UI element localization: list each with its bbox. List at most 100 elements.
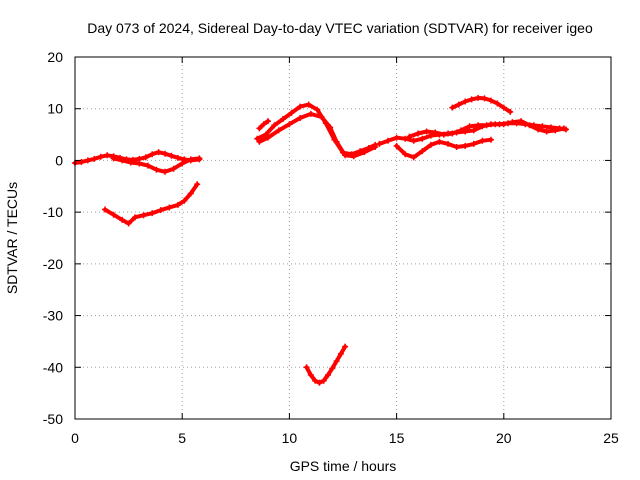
y-tick-label: -10: [43, 204, 63, 220]
series-arc-late-band: [406, 118, 567, 140]
data-point: [104, 152, 111, 159]
data-point: [526, 122, 533, 129]
y-tick-label: 0: [55, 152, 63, 168]
data-point: [271, 122, 278, 129]
data-point: [187, 190, 194, 197]
data-point: [560, 125, 567, 132]
series-line: [304, 344, 348, 385]
data-point: [483, 122, 490, 129]
data-point: [110, 155, 117, 162]
data-point: [466, 123, 473, 130]
data-point: [174, 154, 181, 161]
data-point: [468, 96, 475, 103]
data-point: [475, 122, 482, 129]
data-point: [385, 137, 392, 144]
y-tick-label: -30: [43, 308, 63, 324]
data-point: [462, 98, 469, 105]
data-point: [440, 131, 447, 138]
data-point: [419, 135, 426, 142]
data-point: [84, 157, 91, 164]
data-point: [136, 160, 143, 167]
data-point: [170, 165, 177, 172]
data-point: [149, 210, 156, 217]
data-point: [376, 140, 383, 147]
data-point: [102, 206, 109, 213]
data-point: [509, 119, 516, 126]
data-point: [307, 372, 314, 379]
x-tick-label: 10: [282, 430, 298, 446]
data-point: [402, 151, 409, 158]
data-point: [449, 104, 456, 111]
data-point: [318, 113, 325, 120]
data-point: [307, 110, 314, 117]
data-point: [119, 157, 126, 164]
data-point: [140, 212, 147, 219]
data-point: [487, 136, 494, 143]
data-point: [361, 149, 368, 156]
data-point: [507, 108, 514, 115]
x-axis-label: GPS time / hours: [290, 458, 397, 474]
data-point: [254, 135, 261, 142]
data-point: [423, 128, 430, 135]
data-point: [142, 154, 149, 161]
series-line: [255, 102, 378, 157]
data-point: [260, 121, 267, 128]
data-point: [333, 358, 340, 365]
data-point: [517, 118, 524, 125]
data-point: [144, 162, 151, 169]
data-point: [91, 155, 98, 162]
series-line: [394, 137, 493, 160]
data-point: [256, 138, 263, 145]
data-point: [187, 156, 194, 163]
data-point: [475, 94, 482, 101]
data-point: [155, 149, 162, 156]
data-point: [329, 365, 336, 372]
y-tick-label: -50: [43, 411, 63, 427]
data-point: [500, 104, 507, 111]
data-point: [127, 159, 134, 166]
data-point: [393, 134, 400, 141]
data-point: [149, 151, 156, 158]
data-point: [333, 138, 340, 145]
data-point: [436, 138, 443, 145]
data-point: [470, 140, 477, 147]
data-point: [316, 379, 323, 386]
x-tick-label: 25: [603, 430, 619, 446]
series-arc-short-left: [256, 118, 271, 132]
data-point: [168, 152, 175, 159]
data-point: [166, 204, 173, 211]
data-point: [453, 143, 460, 150]
data-point: [350, 153, 357, 160]
data-point: [342, 343, 349, 350]
series-arc-early-dip: [110, 155, 203, 175]
data-point: [78, 158, 85, 165]
data-point: [181, 197, 188, 204]
data-point: [539, 123, 546, 130]
y-tick-label: -40: [43, 359, 63, 375]
data-point: [342, 152, 349, 159]
data-point: [153, 166, 160, 173]
x-tick-label: 0: [71, 430, 79, 446]
data-point: [297, 115, 304, 122]
data-point: [470, 127, 477, 134]
data-point: [196, 155, 203, 162]
data-point: [179, 160, 186, 167]
data-point: [457, 127, 464, 134]
data-point: [543, 128, 550, 135]
data-point: [256, 125, 263, 132]
series-line: [450, 95, 513, 114]
data-point: [494, 100, 501, 107]
data-point: [479, 137, 486, 144]
data-point: [162, 168, 169, 175]
data-point: [419, 148, 426, 155]
data-point: [119, 216, 126, 223]
data-point: [157, 207, 164, 214]
data-point: [432, 129, 439, 136]
data-point: [481, 95, 488, 102]
series-arc-midday-negative: [303, 343, 349, 386]
series-arc-afternoon-lower: [393, 136, 494, 161]
data-point: [125, 220, 132, 227]
grid: [75, 57, 611, 419]
data-point: [110, 211, 117, 218]
